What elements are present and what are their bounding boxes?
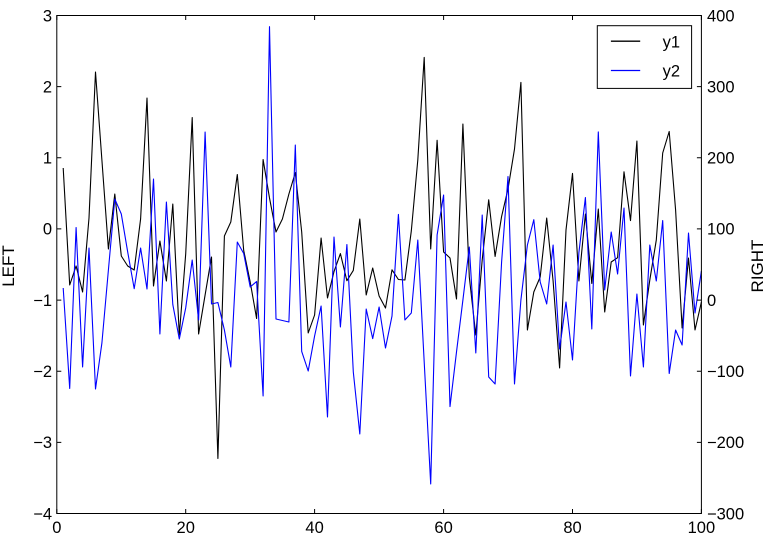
svg-text:−300: −300 <box>707 505 744 523</box>
svg-text:3: 3 <box>43 7 52 25</box>
svg-text:LEFT: LEFT <box>0 245 18 287</box>
svg-text:−3: −3 <box>33 434 52 452</box>
svg-text:−2: −2 <box>33 363 52 381</box>
svg-text:200: 200 <box>707 150 735 168</box>
svg-text:80: 80 <box>563 519 581 537</box>
svg-text:−200: −200 <box>707 434 744 452</box>
svg-text:−100: −100 <box>707 363 744 381</box>
svg-text:20: 20 <box>177 519 195 537</box>
svg-text:0: 0 <box>43 221 52 239</box>
svg-text:0: 0 <box>52 519 61 537</box>
svg-text:100: 100 <box>688 519 716 537</box>
svg-text:−1: −1 <box>33 292 52 310</box>
svg-text:300: 300 <box>707 78 735 96</box>
svg-text:RIGHT: RIGHT <box>748 240 767 293</box>
svg-text:y2: y2 <box>663 63 680 81</box>
svg-text:100: 100 <box>707 221 735 239</box>
svg-text:y1: y1 <box>663 33 680 51</box>
svg-text:40: 40 <box>305 519 323 537</box>
svg-text:2: 2 <box>43 78 52 96</box>
svg-text:60: 60 <box>434 519 452 537</box>
svg-text:1: 1 <box>43 150 52 168</box>
svg-text:400: 400 <box>707 7 735 25</box>
svg-text:0: 0 <box>707 292 716 310</box>
svg-text:−4: −4 <box>33 505 52 523</box>
